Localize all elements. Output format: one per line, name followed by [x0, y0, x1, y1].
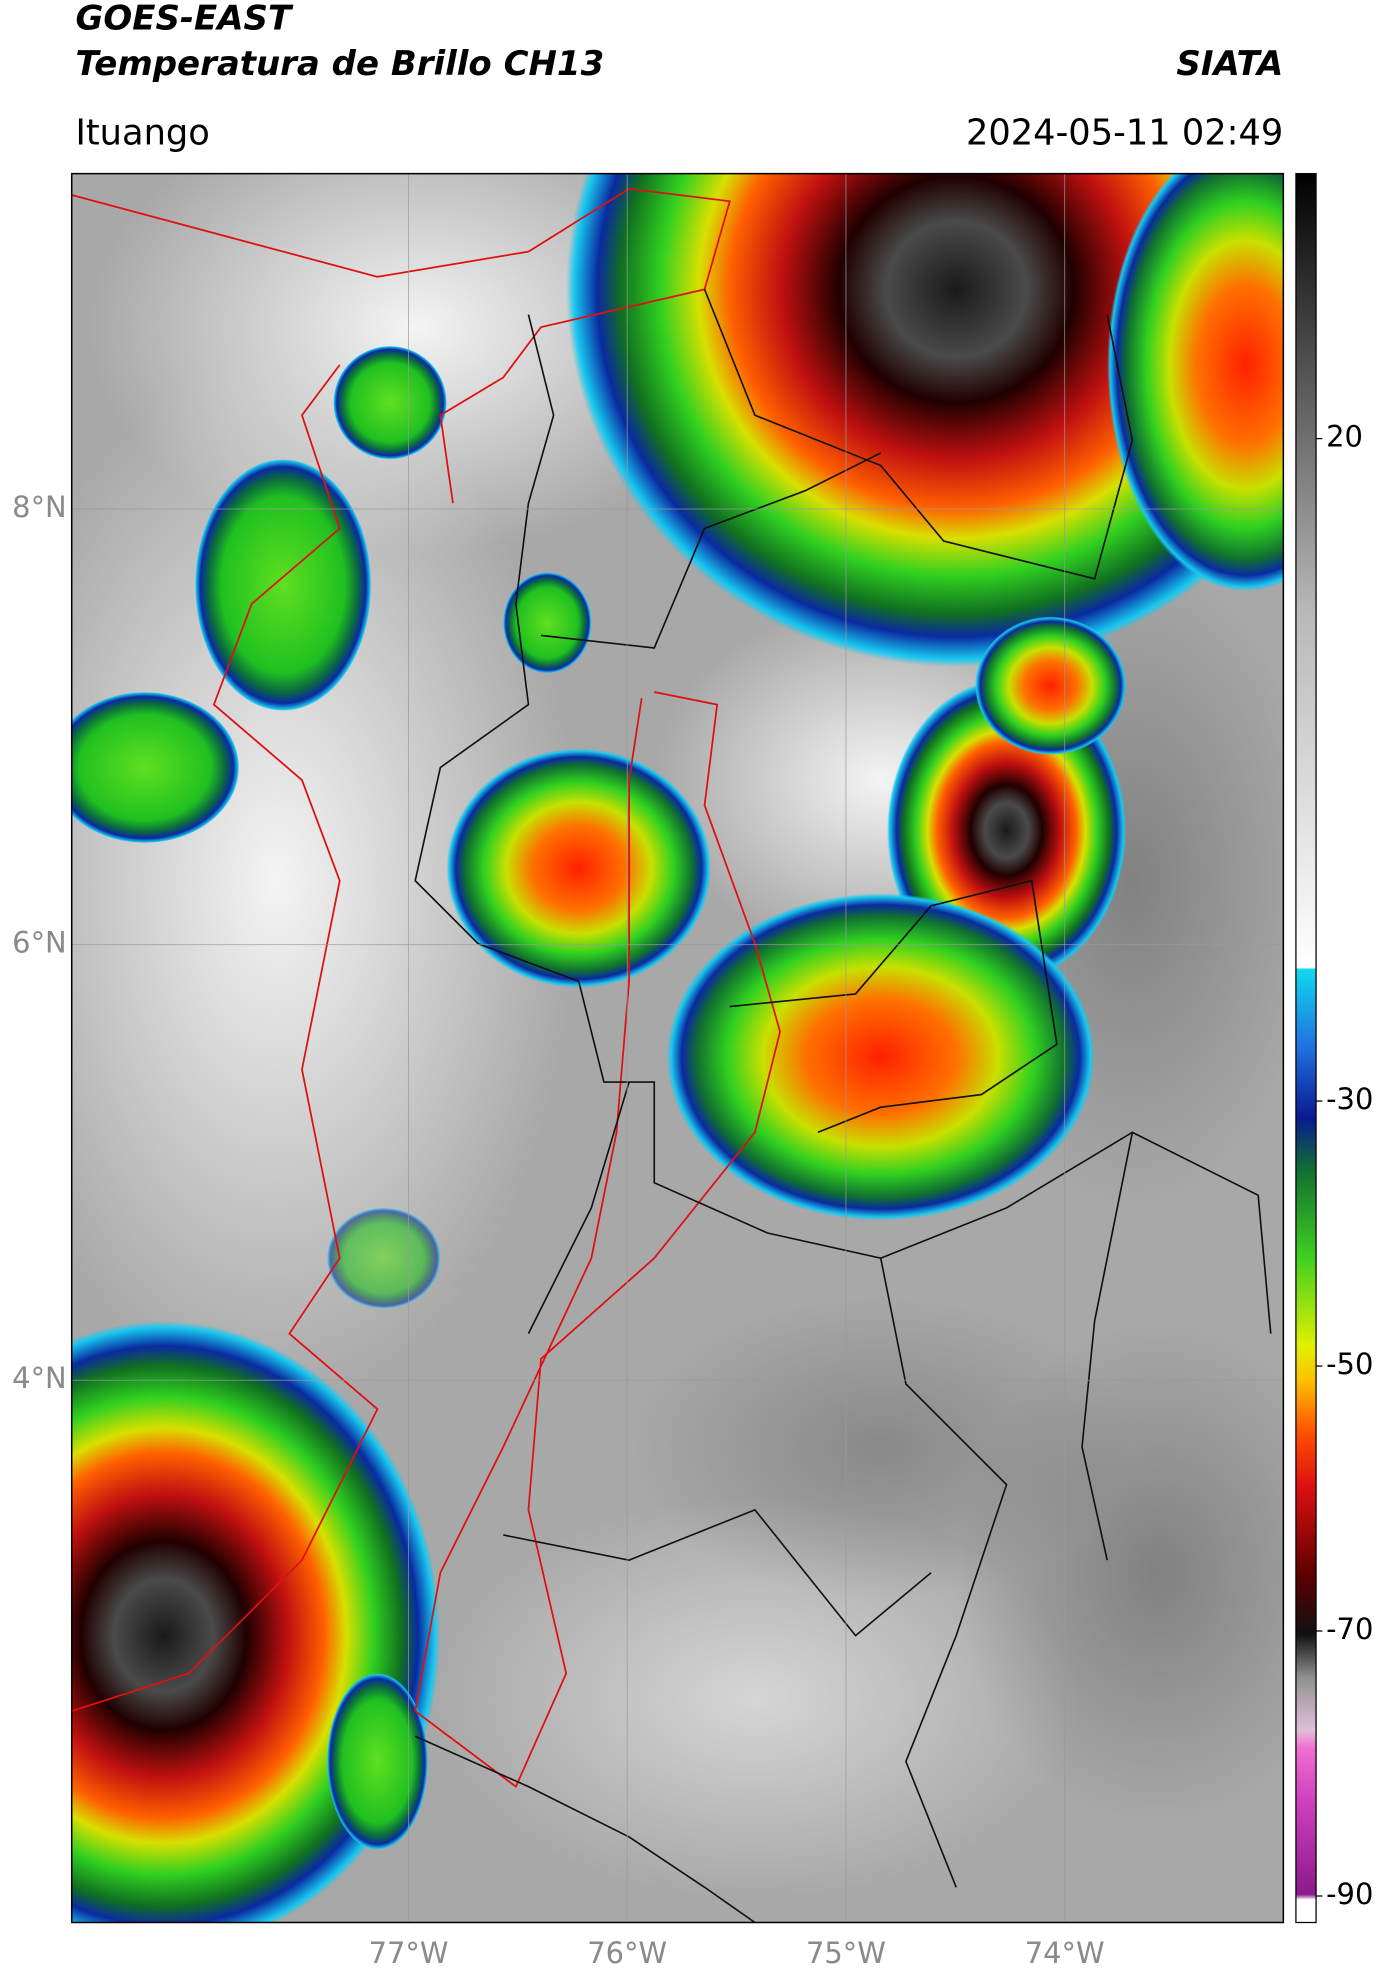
- lon-label: 77°W: [369, 1936, 449, 1970]
- colorbar-label: -30: [1326, 1082, 1373, 1116]
- subtitle: Temperatura de Brillo CH13: [75, 44, 604, 84]
- lat-label: 8°N: [12, 490, 67, 524]
- lat-label: 6°N: [12, 926, 67, 960]
- map-frame: [70, 172, 1285, 1924]
- datetime: 2024-05-11 02:49: [966, 113, 1283, 154]
- lat-label: 4°N: [12, 1361, 67, 1395]
- title: GOES-EAST: [75, 0, 293, 39]
- colorbar-label: -70: [1326, 1612, 1373, 1646]
- lon-label: 74°W: [1025, 1936, 1105, 1970]
- lon-label: 76°W: [587, 1936, 667, 1970]
- colorbar: [1295, 172, 1317, 1924]
- lon-label: 75°W: [806, 1936, 886, 1970]
- graticule: [71, 173, 1284, 1923]
- location: Ituango: [75, 113, 209, 154]
- colorbar-label: -90: [1326, 1877, 1373, 1911]
- colorbar-label: 20: [1326, 420, 1363, 454]
- colorbar-label: -50: [1326, 1347, 1373, 1381]
- source: SIATA: [1176, 44, 1283, 84]
